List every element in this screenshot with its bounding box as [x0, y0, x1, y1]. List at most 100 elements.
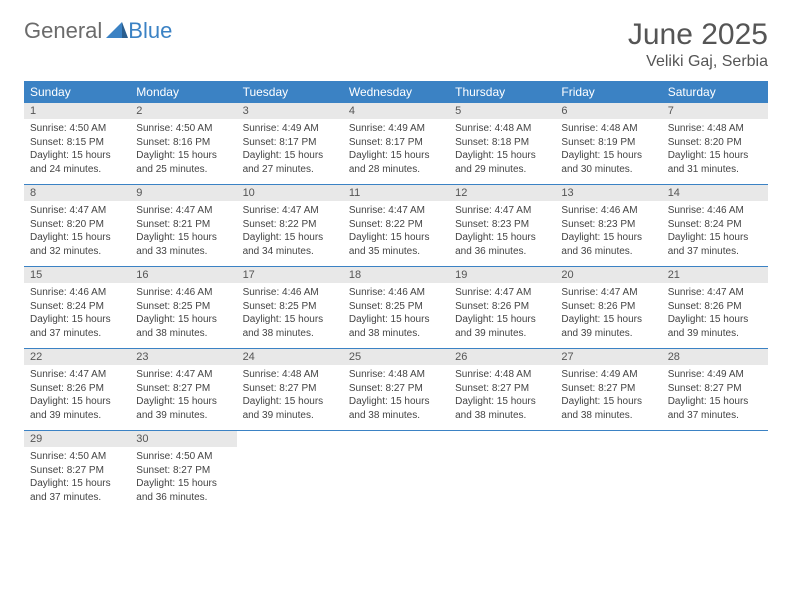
day-cell: Sunrise: 4:50 AMSunset: 8:15 PMDaylight:… [24, 119, 130, 185]
dow-friday: Friday [555, 81, 661, 103]
day-cell: Sunrise: 4:48 AMSunset: 8:27 PMDaylight:… [343, 365, 449, 431]
day-number: 20 [555, 267, 661, 283]
day-cell: Sunrise: 4:46 AM Sunset: 8:25 PM Daylight:… [343, 283, 449, 349]
sunrise: Sunrise: 4:48 AM [455, 369, 531, 380]
sunset: Sunset: 8:23 PM [455, 219, 529, 230]
day-cell: Sunrise: 4:47 AMSunset: 8:22 PMDaylight:… [343, 201, 449, 267]
week-3-daynums: 15 16 17 18 19 20 21 [24, 267, 768, 283]
sunrise: Sunrise: 4:46 AM [561, 205, 637, 216]
day-cell-empty [343, 447, 449, 512]
sunset: Sunset: 8:26 PM [561, 301, 635, 312]
brand-sail-icon [106, 18, 128, 44]
sunset: Sunset: 8:24 PM [30, 301, 104, 312]
day-number: 1 [24, 103, 130, 119]
daylight-2: and 38 minutes. [349, 410, 420, 421]
week-1-daynums: 1 2 3 4 5 6 7 [24, 103, 768, 119]
day-number: 7 [662, 103, 768, 119]
sunrise: Sunrise: 4:50 AM [136, 123, 212, 134]
calendar-table: Sunday Monday Tuesday Wednesday Thursday… [24, 81, 768, 512]
sunrise: Sunrise: 4:46 AM [349, 287, 425, 298]
week-2-daynums: 8 9 10 11 12 13 14 [24, 185, 768, 201]
day-cell: Sunrise: 4:47 AMSunset: 8:21 PMDaylight:… [130, 201, 236, 267]
day-cell-empty [555, 447, 661, 512]
daylight-1: Daylight: 15 hours [668, 396, 749, 407]
brand-logo: General Blue [24, 18, 172, 44]
day-cell: Sunrise: 4:49 AMSunset: 8:17 PMDaylight:… [343, 119, 449, 185]
sunrise: Sunrise: 4:48 AM [349, 369, 425, 380]
sunset: Sunset: 8:25 PM [349, 301, 423, 312]
sunset: Sunset: 8:27 PM [561, 383, 635, 394]
day-of-week-row: Sunday Monday Tuesday Wednesday Thursday… [24, 81, 768, 103]
day-number: 2 [130, 103, 236, 119]
sunset: Sunset: 8:15 PM [30, 137, 104, 148]
daylight-1: Daylight: 15 hours [349, 150, 430, 161]
daylight-2: and 39 minutes. [30, 410, 101, 421]
day-cell: Sunrise: 4:50 AMSunset: 8:27 PMDaylight:… [130, 447, 236, 512]
sunrise: Sunrise: 4:46 AM [136, 287, 212, 298]
day-cell: Sunrise: 4:48 AMSunset: 8:20 PMDaylight:… [662, 119, 768, 185]
calendar-page: General Blue June 2025 Veliki Gaj, Serbi… [0, 0, 792, 530]
daylight-1: Daylight: 15 hours [349, 314, 430, 325]
daylight-2: and 36 minutes. [561, 246, 632, 257]
day-number-empty [555, 431, 661, 447]
day-cell: Sunrise: 4:46 AMSunset: 8:25 PMDaylight:… [130, 283, 236, 349]
day-cell: Sunrise: 4:47 AMSunset: 8:23 PMDaylight:… [449, 201, 555, 267]
dow-tuesday: Tuesday [237, 81, 343, 103]
daylight-2: and 38 minutes. [136, 328, 207, 339]
day-number: 26 [449, 349, 555, 365]
dow-sunday: Sunday [24, 81, 130, 103]
daylight-1: Daylight: 15 hours [561, 150, 642, 161]
daylight-1: Daylight: 15 hours [349, 232, 430, 243]
day-cell-empty [449, 447, 555, 512]
daylight-2: and 39 minutes. [561, 328, 632, 339]
sunset: Sunset: 8:16 PM [136, 137, 210, 148]
daylight-1: Daylight: 15 hours [243, 396, 324, 407]
day-cell: Sunrise: 4:47 AMSunset: 8:22 PMDaylight:… [237, 201, 343, 267]
day-cell-empty [237, 447, 343, 512]
day-number-empty [343, 431, 449, 447]
day-cell: Sunrise: 4:48 AMSunset: 8:19 PMDaylight:… [555, 119, 661, 185]
sunrise: Sunrise: 4:47 AM [243, 205, 319, 216]
sunset: Sunset: 8:25 PM [243, 301, 317, 312]
day-number: 9 [130, 185, 236, 201]
daylight-1: Daylight: 15 hours [455, 314, 536, 325]
daylight-2: and 38 minutes. [349, 328, 420, 339]
sunset: Sunset: 8:27 PM [136, 465, 210, 476]
sunset: Sunset: 8:27 PM [455, 383, 529, 394]
daylight-2: and 28 minutes. [349, 164, 420, 175]
daylight-1: Daylight: 15 hours [136, 396, 217, 407]
title-block: June 2025 Veliki Gaj, Serbia [628, 18, 768, 71]
daylight-2: and 27 minutes. [243, 164, 314, 175]
day-cell: Sunrise: 4:50 AMSunset: 8:27 PMDaylight:… [24, 447, 130, 512]
day-number: 16 [130, 267, 236, 283]
dow-wednesday: Wednesday [343, 81, 449, 103]
sunset: Sunset: 8:27 PM [30, 465, 104, 476]
page-header: General Blue June 2025 Veliki Gaj, Serbi… [24, 18, 768, 71]
sunset: Sunset: 8:17 PM [349, 137, 423, 148]
daylight-1: Daylight: 15 hours [30, 478, 111, 489]
daylight-1: Daylight: 15 hours [136, 232, 217, 243]
sunrise: Sunrise: 4:47 AM [30, 205, 106, 216]
daylight-2: and 37 minutes. [668, 246, 739, 257]
day-cell: Sunrise: 4:47 AMSunset: 8:26 PMDaylight:… [449, 283, 555, 349]
sunset: Sunset: 8:17 PM [243, 137, 317, 148]
week-5-body: Sunrise: 4:50 AMSunset: 8:27 PMDaylight:… [24, 447, 768, 512]
week-5-daynums: 29 30 [24, 431, 768, 447]
sunset: Sunset: 8:27 PM [136, 383, 210, 394]
day-number: 25 [343, 349, 449, 365]
dow-saturday: Saturday [662, 81, 768, 103]
day-number-empty [237, 431, 343, 447]
sunrise: Sunrise: 4:46 AM [30, 287, 106, 298]
daylight-2: and 37 minutes. [30, 492, 101, 503]
day-cell: Sunrise: 4:48 AMSunset: 8:18 PMDaylight:… [449, 119, 555, 185]
daylight-2: and 36 minutes. [136, 492, 207, 503]
day-number: 14 [662, 185, 768, 201]
daylight-1: Daylight: 15 hours [30, 232, 111, 243]
day-number-empty [449, 431, 555, 447]
day-number: 22 [24, 349, 130, 365]
sunset: Sunset: 8:22 PM [243, 219, 317, 230]
daylight-1: Daylight: 15 hours [136, 314, 217, 325]
month-title: June 2025 [628, 18, 768, 51]
daylight-2: and 25 minutes. [136, 164, 207, 175]
day-number: 15 [24, 267, 130, 283]
